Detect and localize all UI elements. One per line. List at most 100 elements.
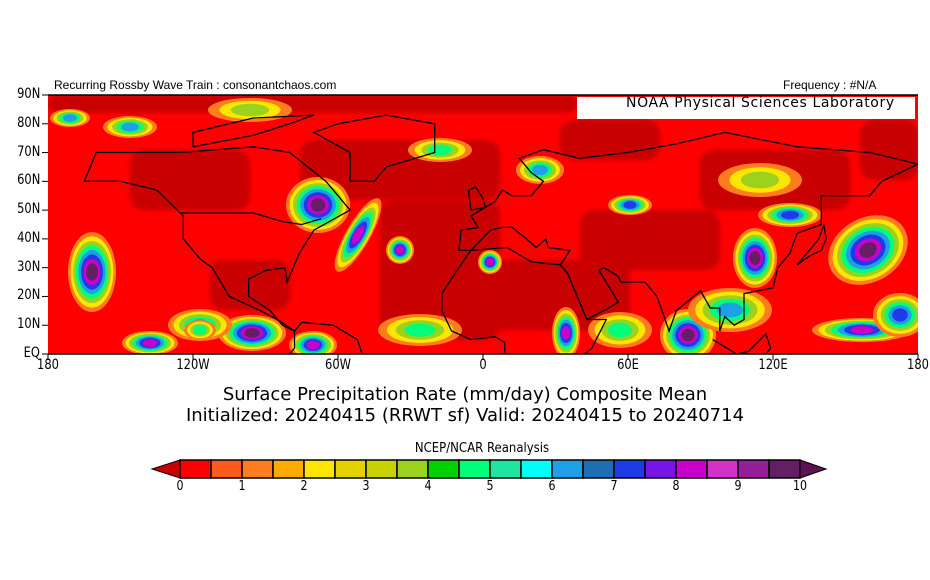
precip-contour [404,323,436,337]
precip-contour [681,328,695,342]
precip-maximum [50,109,90,127]
lon-label: 120E [758,357,788,373]
coastline-borneo-sumatra [712,332,772,354]
precip-contour [121,122,139,132]
dry-region [430,260,630,330]
precip-contour [486,258,494,266]
precip-contour [86,263,98,281]
dry-region [130,150,250,210]
precip-contour [623,201,637,209]
colorbar-tick-label: 7 [610,479,618,494]
colorbar-box [675,459,708,479]
colorbar-box [396,459,429,479]
colorbar-box [489,459,522,479]
precip-contour [142,339,158,347]
precip-maximum [718,163,802,197]
precip-maximum [378,314,462,346]
map-title: Surface Precipitation Rate (mm/day) Comp… [222,384,708,405]
precip-maximum [289,331,337,354]
colorbar-box [303,459,336,479]
colorbar-box [179,459,212,479]
precip-maximum [758,203,822,227]
precip-maximum [733,228,777,288]
border-us-canada [180,212,322,226]
precip-contour [63,114,77,122]
precip-maximum [122,331,178,354]
precip-maximum [828,215,908,285]
precip-contour [892,308,908,322]
colorbar [150,459,828,479]
colorbar-box [210,459,243,479]
precip-maximum [208,98,292,122]
precip-field [48,95,918,354]
precip-maximum [478,250,502,274]
lat-label: 10N [16,316,40,333]
header-frequency-text: Frequency : #N/A [783,78,877,92]
colorbar-box [644,459,677,479]
colorbar-box [334,459,367,479]
colorbar-box [365,459,398,479]
precip-contour [717,302,743,318]
coastline-greenland [312,114,436,182]
lon-label: 0 [479,357,487,373]
colorbar-box [272,459,305,479]
precip-maximum [608,195,652,215]
lon-label: 120W [176,357,210,373]
colorbar-tick-label: 6 [548,479,556,494]
lat-label: 20N [16,287,40,304]
precip-maximum [386,236,414,264]
coastline-south-america [289,321,363,354]
precip-maximum [286,177,350,233]
lat-label: 60N [16,172,40,189]
header-left-text: Recurring Rossby Wave Train : consonantc… [54,78,337,92]
precip-contour [859,242,877,258]
map-subtitle: Initialized: 20240415 (RRWT sf) Valid: 2… [185,405,745,426]
colorbar-tick-label: 10 [792,479,808,494]
coastline-arctic-islands [192,114,315,148]
precip-contour [230,103,270,117]
colorbar-box [241,459,274,479]
colorbar-tick-label: 9 [734,479,742,494]
lat-label: 80N [16,114,40,131]
precip-contour [561,326,571,340]
precip-contour [608,322,632,338]
precip-maximum [103,116,157,138]
lat-label: 50N [16,201,40,218]
lat-label: EQ [23,345,40,362]
colorbar-box [768,459,801,479]
lon-label: 60E [617,357,639,373]
lon-label: 60W [325,357,351,373]
lon-label: 180 [37,357,59,373]
axis-ticks [42,94,919,360]
coastlines [83,114,918,354]
colorbar-tick-label: 4 [424,479,432,494]
coastline-great-britain [467,186,487,211]
colorbar-tick-label: 0 [176,479,184,494]
lat-label: 30N [16,258,40,275]
colorbar-box [458,459,491,479]
coastline-eurasia [458,131,918,333]
precip-contour [850,326,874,334]
colorbar-tick-label: 8 [672,479,680,494]
lab-label: NOAA Physical Sciences Laboratory [626,95,895,111]
precip-contour [306,340,320,350]
precip-contour [749,251,761,265]
colorbar-under-arrow [150,459,181,479]
colorbar-box [582,459,615,479]
colorbar-tick-label: 1 [238,479,246,494]
dry-region [560,120,660,160]
coastline-japan [796,224,827,266]
precip-maximum [68,232,116,312]
precip-maximum [588,312,652,348]
lon-label: 180 [907,357,929,373]
dry-region [580,210,720,270]
colorbar-box [520,459,553,479]
precip-maximum [334,198,382,272]
colorbar-tick-label: 2 [300,479,308,494]
colorbar-box [427,459,460,479]
precip-maximum [688,288,772,332]
lat-label: 40N [16,229,40,246]
lat-label: 70N [16,143,40,160]
colorbar-tick-label: 3 [362,479,370,494]
precip-contour [310,198,326,212]
